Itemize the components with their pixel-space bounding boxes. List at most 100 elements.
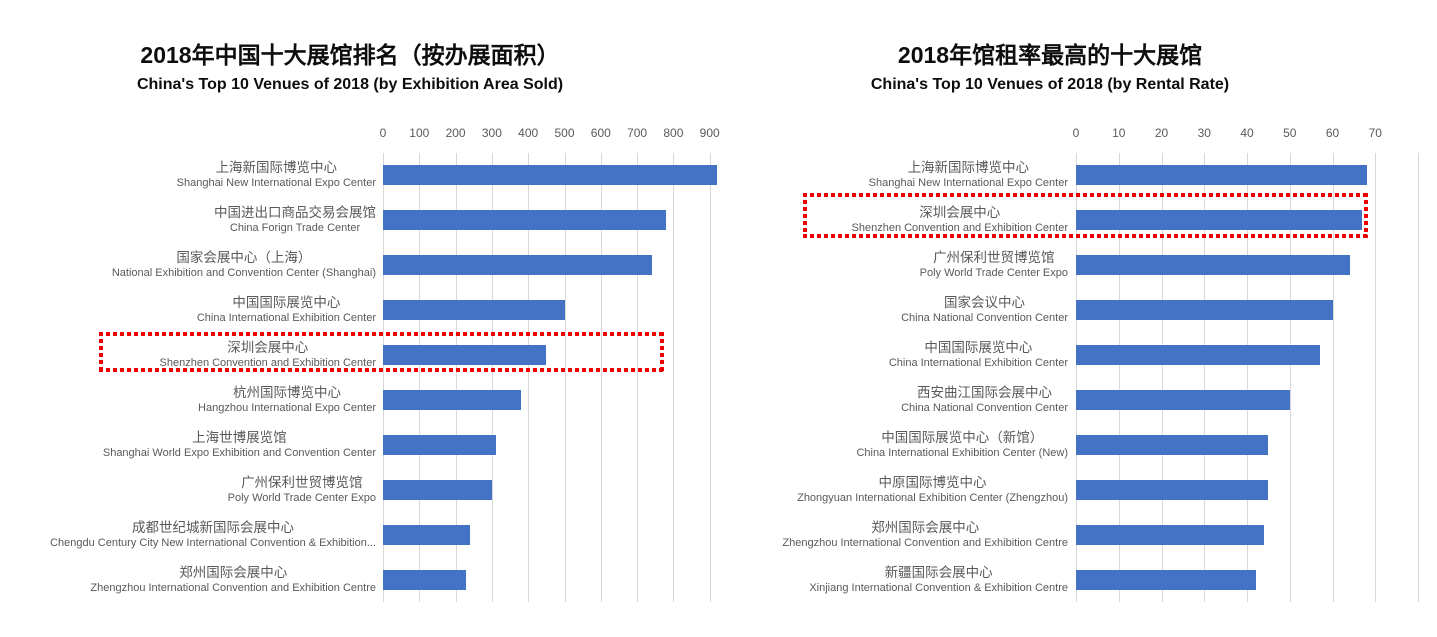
axis-tick-label: 100 [409,126,430,140]
category-label: 成都世纪城新国际会展中心 Chengdu Century City New Int… [0,512,376,557]
category-label-text: 国家会展中心（上海） National Exhibition and Conven… [112,249,376,281]
axis-tick-label: 300 [481,126,502,140]
category-label-en: Shanghai New International Expo Center [176,177,376,190]
category-label-en: Zhongyuan International Exhibition Cente… [797,491,1068,504]
category-label-zh: 杭州国际博览中心 [233,384,342,400]
bar [1076,524,1265,545]
category-label-zh: 上海新国际博览中心 [215,160,338,176]
category-label-zh: 中国国际展览中心 [232,295,341,311]
category-label: 中原国际博览中心 Zhongyuan International Exhibiti… [678,467,1068,512]
category-label-en: Poly World Trade Center Expo [919,267,1068,280]
bar [383,389,521,410]
bar [1076,300,1333,321]
category-label: 国家会展中心（上海） National Exhibition and Conven… [0,243,376,288]
chart-subtitle-en: China's Top 10 Venues of 2018 (by Exhibi… [136,76,564,93]
category-label-zh: 郑州国际会展中心 [179,564,288,580]
category-label: 中国国际展览中心 China International Exhibition C… [678,333,1068,378]
bar [1076,165,1367,186]
axis-tick-label: 600 [590,126,611,140]
category-label-text: 杭州国际博览中心 Hangzhou International Expo Cent… [198,384,376,416]
category-label-en: China National Convention Center [901,312,1068,325]
category-label: 郑州国际会展中心 Zhengzhou International Conventi… [0,557,376,602]
category-label-en: China International Exhibition Center (N… [856,446,1068,459]
category-label-zh: 中国国际展览中心（新馆） [881,429,1044,445]
category-label-en: Shanghai World Expo Exhibition and Conve… [102,446,376,459]
gridline [1375,153,1377,602]
gridline [1247,153,1248,602]
axis-tick-label: 30 [1197,126,1211,140]
category-label-text: 广州保利世贸博览馆 Poly World Trade Center Expo [920,249,1068,281]
category-label-zh: 国家会展中心（上海） [176,250,312,266]
axis-tick-label: 40 [1240,126,1254,140]
category-label-en: Xinjiang International Convention & Exhi… [809,581,1068,594]
category-label-text: 成都世纪城新国际会展中心 Chengdu Century City New Int… [50,519,376,551]
axis-tick-label: 70 [1368,126,1382,140]
category-label-en: China National Convention Center [901,401,1068,414]
category-label-zh: 广州保利世贸博览馆 [241,474,363,490]
gridline [1076,153,1077,602]
axis-tick-label: 200 [445,126,466,140]
category-label-en: Chengdu Century City New International C… [50,536,376,549]
axis-tick-label: 500 [554,126,575,140]
category-label: 中国国际展览中心 China International Exhibition C… [0,288,376,333]
category-label-text: 郑州国际会展中心 Zhengzhou International Conventi… [782,519,1068,551]
category-label: 上海新国际博览中心 Shanghai New International Expo… [678,153,1068,198]
category-label: 上海新国际博览中心 Shanghai New International Expo… [0,153,376,198]
category-label-zh: 上海世博展览馆 [192,429,287,445]
category-label-zh: 新疆国际会展中心 [884,564,993,580]
chart-title-zh: 2018年馆租率最高的十大展馆 [897,42,1203,68]
category-label-en: China Forign Trade Center [229,222,361,235]
axis-tick-label: 50 [1283,126,1297,140]
gridline [1418,153,1419,602]
gridline [528,153,530,602]
bar [1076,479,1269,500]
gridline [383,153,384,602]
category-label-text: 国家会议中心 China National Convention Center [901,294,1068,326]
gridline [709,153,711,602]
category-label-text: 上海世博展览馆 Shanghai World Expo Exhibition an… [103,429,376,461]
gridline [600,153,602,602]
category-label: 国家会议中心 China National Convention Center [678,288,1068,333]
category-label-en: Zhengzhou International Convention and E… [90,581,376,594]
category-label-zh: 郑州国际会展中心 [871,519,980,535]
category-label: 中国进出口商品交易会展馆 China Forign Trade Center [0,198,376,243]
gridline [1118,153,1120,602]
category-label-zh: 上海新国际博览中心 [907,160,1030,176]
gridline [419,153,421,602]
category-label-en: Poly World Trade Center Expo [227,491,376,504]
bar [383,300,565,321]
category-label-text: 广州保利世贸博览馆 Poly World Trade Center Expo [228,474,376,506]
gridline [637,153,639,602]
category-label-en: Zhengzhou International Convention and E… [782,536,1068,549]
category-label-text: 中国国际展览中心 China International Exhibition C… [889,339,1068,371]
category-label: 上海世博展览馆 Shanghai World Expo Exhibition an… [0,422,376,467]
axis-tick-label: 10 [1112,126,1126,140]
category-label-zh: 西安曲江国际会展中心 [917,384,1053,400]
category-label-zh: 中国进出口商品交易会展馆 [214,205,376,221]
category-label-text: 新疆国际会展中心 Xinjiang International Conventio… [809,564,1068,596]
category-label-text: 上海新国际博览中心 Shanghai New International Expo… [869,159,1068,191]
axis-tick-label: 0 [1072,126,1080,140]
category-label-zh: 成都世纪城新国际会展中心 [132,519,295,535]
category-label-text: 中国国际展览中心 China International Exhibition C… [197,294,376,326]
axis-tick-label: 20 [1154,126,1169,140]
bar [1076,389,1290,410]
bar [383,255,652,276]
bar [383,210,667,231]
bar [383,165,717,186]
category-label-text: 郑州国际会展中心 Zhengzhou International Conventi… [90,564,376,596]
bar [383,524,471,545]
axis-tick-label: 900 [699,126,720,140]
category-label-text: 西安曲江国际会展中心 China National Convention Cent… [901,384,1068,416]
category-label: 西安曲江国际会展中心 China National Convention Cent… [678,378,1068,423]
gridline [1204,153,1206,602]
bar [383,569,467,590]
bar [1076,569,1256,590]
category-label-en: Shanghai New International Expo Center [868,177,1068,190]
gridline [455,153,457,602]
axis-tick-label: 400 [518,126,539,140]
category-label-text: 上海新国际博览中心 Shanghai New International Expo… [177,159,376,191]
